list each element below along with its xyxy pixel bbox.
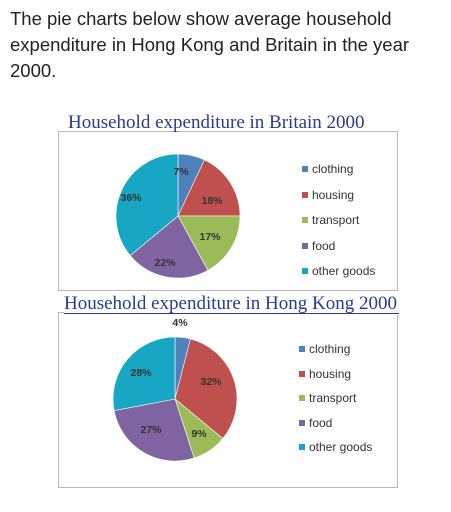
britain-chart-title: Household expenditure in Britain 2000 xyxy=(68,112,365,134)
britain-data-label-housing: 18% xyxy=(201,195,223,207)
britain-data-label-food: 22% xyxy=(154,257,176,269)
britain-legend-swatch xyxy=(302,242,308,249)
hongkong-legend-swatch xyxy=(299,395,305,401)
hongkong-data-label-transport: 9% xyxy=(191,428,207,440)
hongkong-legend-item-other-goods: other goods xyxy=(299,440,372,454)
hongkong-slice-food xyxy=(113,398,195,462)
britain-legend-item-housing: housing xyxy=(302,188,354,202)
britain-legend-item-food: food xyxy=(302,239,335,253)
britain-chart-title-text: Household expenditure in Britain 2000 xyxy=(68,112,365,133)
britain-legend-label: transport xyxy=(312,213,360,227)
hongkong-data-label-clothing: 4% xyxy=(172,317,188,329)
hongkong-legend-swatch xyxy=(299,444,305,450)
britain-legend-label: clothing xyxy=(312,162,354,176)
hongkong-legend-label: clothing xyxy=(309,342,351,356)
hongkong-data-label-food: 27% xyxy=(140,424,162,436)
intro-text: The pie charts below show average househ… xyxy=(10,8,410,81)
hongkong-chart-title-text: Household expenditure in Hong Kong 2000 xyxy=(64,293,397,314)
britain-slice-housing xyxy=(177,159,241,217)
britain-legend-swatch xyxy=(302,268,308,274)
britain-legend-swatch xyxy=(302,191,308,198)
hongkong-chart-title: Household expenditure in Hong Kong 2000 xyxy=(64,293,399,315)
britain-legend-label: housing xyxy=(312,187,355,202)
hongkong-data-label-housing: 32% xyxy=(200,376,222,388)
britain-slice-transport xyxy=(177,215,241,271)
britain-slice-food xyxy=(129,215,209,279)
britain-legend-item-other-goods: other goods xyxy=(302,264,375,278)
britain-data-label-clothing: 7% xyxy=(173,166,189,178)
hongkong-slice-other-goods xyxy=(112,336,176,411)
britain-legend-label: food xyxy=(312,238,336,253)
hongkong-legend-item-housing: housing xyxy=(299,367,351,381)
britain-legend-item-transport: transport xyxy=(302,213,359,227)
britain-legend-item-clothing: clothing xyxy=(302,162,353,176)
britain-slice-other-goods xyxy=(115,153,179,256)
hongkong-legend-label: other goods xyxy=(309,440,373,454)
hongkong-data-label-other-goods: 28% xyxy=(130,367,152,379)
hongkong-legend-swatch xyxy=(299,346,305,352)
britain-data-label-other-goods: 36% xyxy=(120,192,142,204)
hongkong-legend-label: housing xyxy=(309,366,352,381)
hongkong-legend-item-clothing: clothing xyxy=(299,342,350,356)
hongkong-legend-swatch xyxy=(299,370,305,377)
hongkong-legend-item-transport: transport xyxy=(299,391,356,405)
hongkong-legend-item-food: food xyxy=(299,416,332,430)
hongkong-legend-swatch xyxy=(299,419,305,426)
britain-legend-swatch xyxy=(302,217,308,223)
hongkong-legend-label: transport xyxy=(309,391,357,405)
britain-legend-label: other goods xyxy=(312,264,376,278)
britain-legend-swatch xyxy=(302,166,308,172)
britain-data-label-transport: 17% xyxy=(199,231,221,243)
hongkong-slice-housing xyxy=(174,338,238,439)
hongkong-legend-label: food xyxy=(309,415,333,430)
